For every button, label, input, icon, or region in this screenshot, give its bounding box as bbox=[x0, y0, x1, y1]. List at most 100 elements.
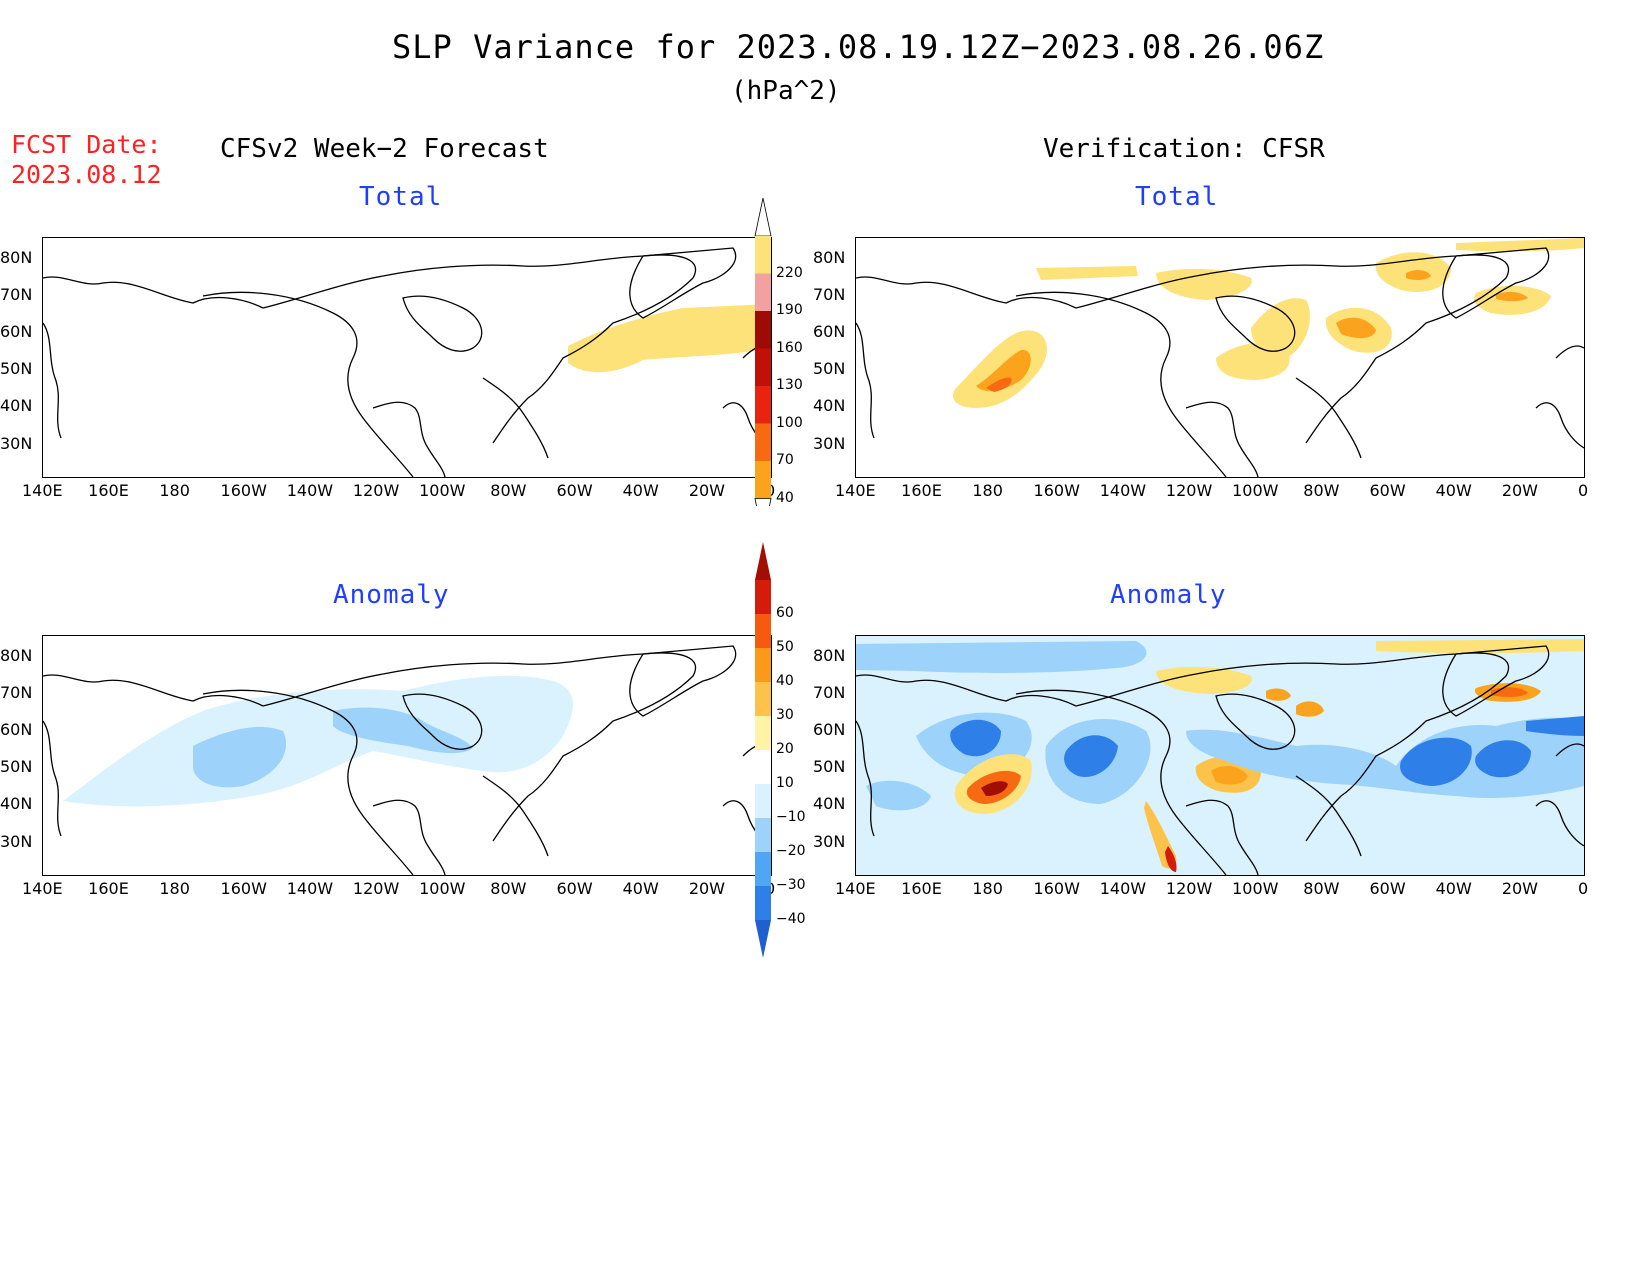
colorbar-segment bbox=[755, 386, 771, 424]
contour-fill bbox=[1376, 639, 1584, 654]
lon-tick-label: 160W bbox=[220, 879, 267, 898]
panel-title-verif-total: Total bbox=[1135, 182, 1219, 212]
colorbar-tick-label: 130 bbox=[776, 377, 803, 393]
contour-fill bbox=[1251, 298, 1310, 358]
lon-tick-label: 60W bbox=[556, 879, 593, 898]
contour-fill bbox=[856, 641, 1147, 673]
lon-tick-label: 160W bbox=[1033, 879, 1080, 898]
colorbar-tick-label: −20 bbox=[776, 843, 806, 859]
colorbar-tick-label: 70 bbox=[776, 452, 794, 468]
colorbar-tick-label: 50 bbox=[776, 639, 794, 655]
lat-tick-label: 70N bbox=[813, 285, 846, 304]
contour-fill bbox=[1036, 266, 1138, 280]
contour-fill bbox=[1266, 688, 1291, 701]
lon-tick-label: 180 bbox=[972, 481, 1003, 500]
coastline bbox=[372, 401, 446, 477]
contour-fill bbox=[950, 719, 1001, 757]
lon-tick-label: 120W bbox=[352, 879, 400, 898]
contour-fill bbox=[1186, 717, 1584, 798]
lat-tick-label: 50N bbox=[813, 757, 846, 776]
map-verif-total bbox=[855, 237, 1585, 478]
colorbar-segment bbox=[755, 580, 771, 614]
contour-fill bbox=[333, 707, 473, 754]
lon-tick-label: 100W bbox=[1232, 879, 1279, 898]
lon-tick-label: 40W bbox=[622, 481, 659, 500]
panel-title-verif-anomaly: Anomaly bbox=[1110, 580, 1227, 610]
lon-tick-label: 120W bbox=[1165, 481, 1213, 500]
colorbar-segment bbox=[755, 461, 771, 499]
fcst-date-value: 2023.08.12 bbox=[11, 160, 162, 189]
map-verif-anomaly bbox=[855, 635, 1585, 876]
contour-fill bbox=[1165, 846, 1177, 872]
colorbar-bottom-arrow bbox=[755, 920, 771, 958]
lat-tick-label: 80N bbox=[813, 248, 846, 267]
lat-tick-label: 60N bbox=[813, 720, 846, 739]
contour-fill bbox=[1400, 737, 1472, 786]
contour-fill bbox=[568, 304, 771, 373]
lon-tick-label: 60W bbox=[1369, 879, 1406, 898]
lat-tick-label: 80N bbox=[813, 646, 846, 665]
map-verif-anomaly-plot bbox=[856, 636, 1584, 875]
lon-tick-label: 180 bbox=[159, 481, 190, 500]
coastline bbox=[202, 689, 414, 875]
figure-title: SLP Variance for 2023.08.19.12Z−2023.08.… bbox=[392, 28, 1325, 66]
lat-tick-label: 40N bbox=[813, 396, 846, 415]
colorbar-top-arrow bbox=[754, 197, 772, 237]
colorbar-segment bbox=[755, 423, 771, 461]
colorbar-tick-label: −40 bbox=[776, 911, 806, 927]
lat-tick-label: 80N bbox=[0, 646, 33, 665]
lon-tick-label: 20W bbox=[688, 481, 725, 500]
coastline bbox=[629, 645, 737, 717]
contour-fill bbox=[1064, 735, 1118, 777]
lat-tick-label: 60N bbox=[813, 322, 846, 341]
colorbar-tick-label: 40 bbox=[776, 489, 794, 506]
lat-tick-label: 60N bbox=[0, 322, 33, 341]
coastline bbox=[1535, 345, 1584, 449]
lon-tick-label: 20W bbox=[688, 879, 725, 898]
coastline bbox=[402, 693, 483, 750]
lon-tick-label: 180 bbox=[972, 879, 1003, 898]
colorbar-segment bbox=[755, 348, 771, 386]
coastline bbox=[1295, 775, 1362, 857]
coastline bbox=[1295, 377, 1362, 459]
colorbar-tick-label: 60 bbox=[776, 605, 794, 621]
lat-tick-label: 70N bbox=[0, 683, 33, 702]
contour-fill bbox=[981, 781, 1008, 796]
map-fcst-anomaly-plot bbox=[43, 645, 771, 875]
map-fcst-total-plot bbox=[43, 247, 771, 477]
lon-tick-label: 40W bbox=[1435, 481, 1472, 500]
coastline bbox=[856, 720, 875, 837]
lon-tick-label: 160W bbox=[1033, 481, 1080, 500]
lon-tick-label: 140W bbox=[1099, 481, 1147, 500]
colorbar-segment bbox=[755, 273, 771, 311]
colorbar-segment bbox=[755, 886, 771, 920]
lat-tick-label: 70N bbox=[813, 683, 846, 702]
coastline bbox=[1015, 291, 1227, 477]
colorbar-tick-label: 160 bbox=[776, 339, 803, 356]
coastline bbox=[1442, 645, 1550, 717]
colorbar-segment bbox=[755, 784, 771, 818]
colorbar-tick-label: 220 bbox=[776, 264, 803, 281]
colorbar-segment bbox=[755, 648, 771, 682]
lon-tick-label: 140E bbox=[22, 879, 63, 898]
coastline bbox=[1215, 693, 1296, 750]
contour-fill bbox=[63, 675, 573, 807]
fcst-date-label: FCST Date: bbox=[11, 130, 162, 159]
contour-fill bbox=[1156, 666, 1252, 694]
lat-tick-label: 40N bbox=[0, 794, 33, 813]
colorbar-tick-label: −30 bbox=[776, 877, 806, 893]
coastline bbox=[1535, 743, 1584, 847]
colorbar-segment bbox=[755, 682, 771, 716]
lon-tick-label: 160E bbox=[901, 879, 942, 898]
lon-tick-label: 80W bbox=[490, 879, 527, 898]
lon-tick-label: 140E bbox=[835, 879, 876, 898]
colorbar-segment bbox=[755, 852, 771, 886]
coastline bbox=[1075, 652, 1510, 842]
contour-fill bbox=[1456, 238, 1584, 252]
colorbar-tick-label: 100 bbox=[776, 414, 803, 431]
coastline bbox=[629, 247, 737, 319]
lon-tick-label: 120W bbox=[352, 481, 400, 500]
lon-tick-label: 160E bbox=[901, 481, 942, 500]
lon-tick-label: 60W bbox=[1369, 481, 1406, 500]
lon-tick-label: 140E bbox=[22, 481, 63, 500]
